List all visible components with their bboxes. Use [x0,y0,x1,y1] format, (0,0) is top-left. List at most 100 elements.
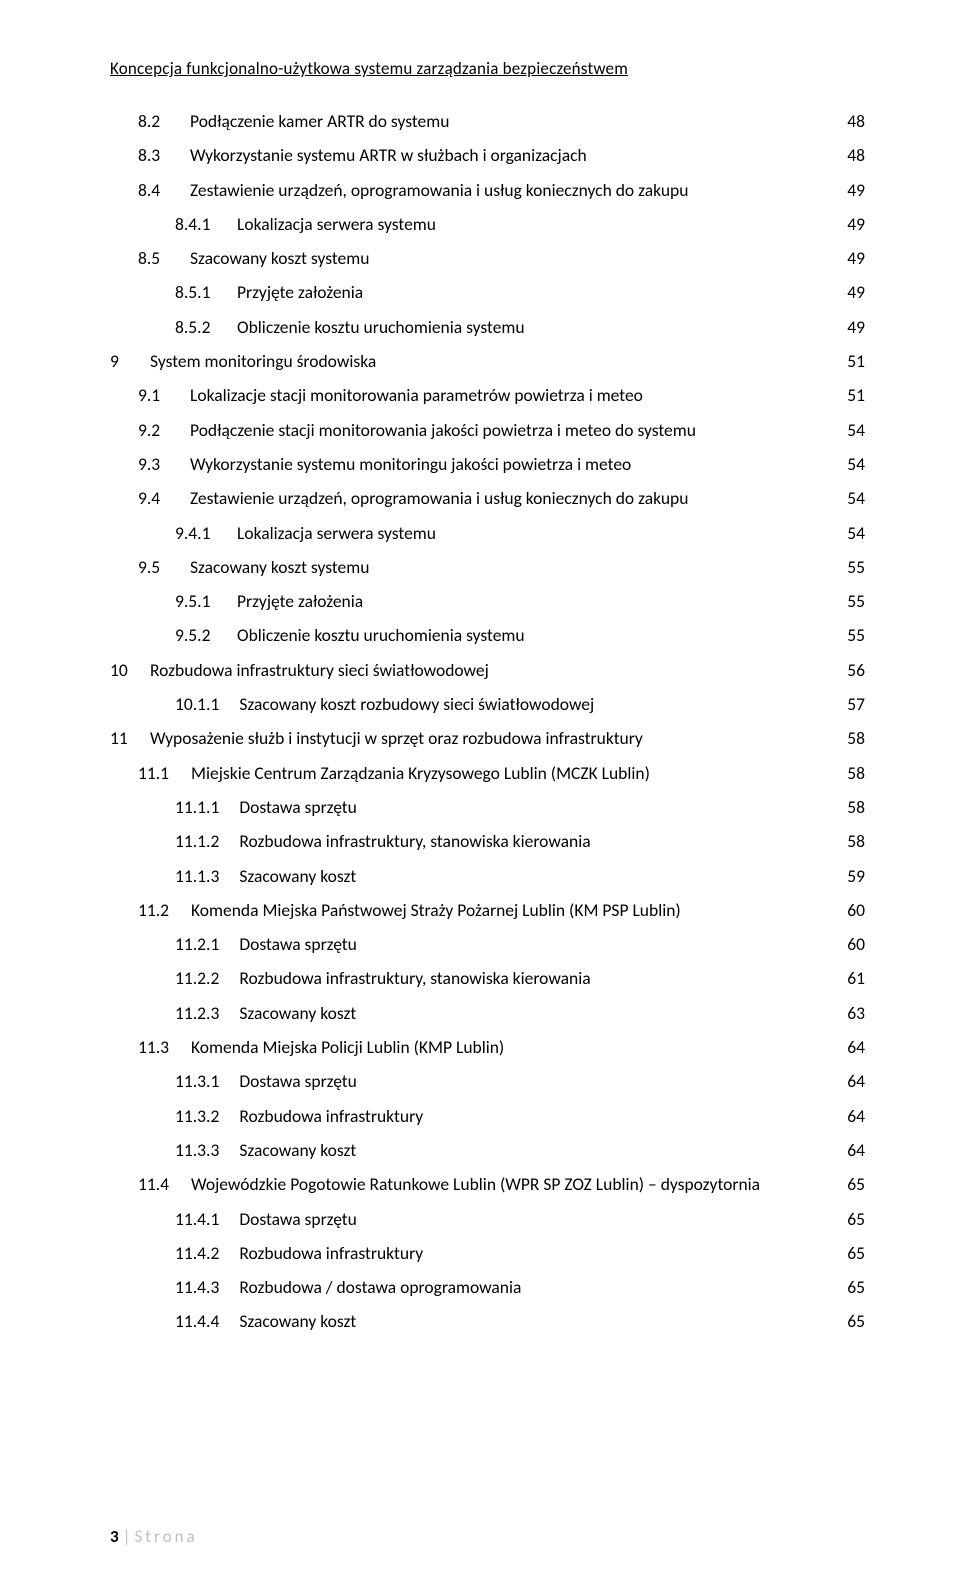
toc-entry-page: 60 [843,902,865,920]
toc-entry-page: 60 [843,936,865,954]
footer-page-label: Strona [134,1526,197,1547]
toc-entry-page: 58 [843,765,865,783]
toc-entry-title: Obliczenie kosztu uruchomienia systemu [237,319,525,337]
toc-entry: 11.2.3Szacowany koszt63 [110,1005,865,1023]
toc-entry-title: Dostawa sprzętu [239,936,357,954]
toc-entry-title: Rozbudowa infrastruktury, stanowiska kie… [239,833,590,851]
toc-entry-number: 11.2.1 [175,936,239,954]
toc-entry-title: Dostawa sprzętu [239,1211,357,1229]
toc-entry-title: Komenda Miejska Policji Lublin (KMP Lubl… [191,1039,504,1057]
toc-entry-title: Rozbudowa infrastruktury [239,1245,423,1263]
toc-entry-title: Lokalizacje stacji monitorowania paramet… [190,387,643,405]
toc-entry-number: 10.1.1 [175,696,239,714]
toc-entry-title: Rozbudowa / dostawa oprogramowania [239,1279,521,1297]
footer-separator: | [119,1526,135,1547]
toc-entry-page: 51 [843,353,865,371]
toc-entry-title: Szacowany koszt rozbudowy sieci światłow… [239,696,594,714]
toc-entry: 8.3Wykorzystanie systemu ARTR w służbach… [110,147,865,165]
toc-entry: 11.1.3Szacowany koszt59 [110,868,865,886]
toc-entry-number: 11.1.3 [175,868,239,886]
toc-entry: 9.5.2Obliczenie kosztu uruchomienia syst… [110,627,865,645]
toc-entry: 8.2Podłączenie kamer ARTR do systemu48 [110,113,865,131]
toc-entry-title: Szacowany koszt [239,1005,356,1023]
toc-entry-title: Zestawienie urządzeń, oprogramowania i u… [190,182,688,200]
toc-entry-title: Rozbudowa infrastruktury, stanowiska kie… [239,970,590,988]
toc-entry-page: 54 [843,422,865,440]
page-header-title: Koncepcja funkcjonalno-użytkowa systemu … [110,58,865,79]
toc-entry-number: 8.3 [138,147,190,165]
toc-entry-number: 9.4.1 [175,525,237,543]
toc-entry-number: 11.4.4 [175,1313,239,1331]
toc-entry-title: Podłączenie stacji monitorowania jakości… [190,422,696,440]
toc-entry-title: Wykorzystanie systemu ARTR w służbach i … [190,147,587,165]
toc-entry-title: Miejskie Centrum Zarządzania Kryzysowego… [191,765,650,783]
toc-entry-page: 61 [843,970,865,988]
toc-entry: 11.1Miejskie Centrum Zarządzania Kryzyso… [110,765,865,783]
toc-entry: 11.4Wojewódzkie Pogotowie Ratunkowe Lubl… [110,1176,865,1194]
toc-entry-page: 57 [843,696,865,714]
toc-entry: 11.1.1Dostawa sprzętu58 [110,799,865,817]
toc-entry-page: 65 [843,1245,865,1263]
toc-entry-page: 58 [843,730,865,748]
toc-entry-title: Komenda Miejska Państwowej Straży Pożarn… [191,902,681,920]
toc-entry-number: 11.3.1 [175,1073,239,1091]
toc-entry-title: Podłączenie kamer ARTR do systemu [190,113,449,131]
toc-entry-number: 9.5.1 [175,593,237,611]
toc-entry-number: 11.3.2 [175,1108,239,1126]
toc-entry: 11.2.2Rozbudowa infrastruktury, stanowis… [110,970,865,988]
toc-entry: 11.4.1Dostawa sprzętu 65 [110,1211,865,1229]
toc-entry: 11.2Komenda Miejska Państwowej Straży Po… [110,902,865,920]
toc-entry-number: 11.3.3 [175,1142,239,1160]
table-of-contents: 8.2Podłączenie kamer ARTR do systemu488.… [110,113,865,1331]
toc-entry-page: 51 [843,387,865,405]
toc-entry-title: Wykorzystanie systemu monitoringu jakośc… [190,456,631,474]
toc-entry: 10.1.1Szacowany koszt rozbudowy sieci św… [110,696,865,714]
toc-entry-number: 11.1 [138,765,191,783]
toc-entry-page: 48 [843,113,865,131]
toc-entry-page: 58 [843,833,865,851]
toc-entry: 8.4Zestawienie urządzeń, oprogramowania … [110,182,865,200]
toc-entry-number: 8.5 [138,250,190,268]
toc-entry-number: 9.2 [138,422,190,440]
toc-entry-page: 55 [843,593,865,611]
page-footer: 3|Strona [110,1526,198,1547]
toc-entry-title: Dostawa sprzętu [239,799,357,817]
toc-entry-page: 65 [843,1313,865,1331]
toc-entry: 9.1Lokalizacje stacji monitorowania para… [110,387,865,405]
toc-entry: 9.5.1Przyjęte założenia55 [110,593,865,611]
toc-entry-number: 11.1.1 [175,799,239,817]
toc-entry-title: Szacowany koszt [239,868,356,886]
toc-entry-title: Wojewódzkie Pogotowie Ratunkowe Lublin (… [191,1176,760,1194]
document-page: Koncepcja funkcjonalno-użytkowa systemu … [0,0,960,1589]
toc-entry-title: Dostawa sprzętu [239,1073,357,1091]
toc-entry-page: 64 [843,1108,865,1126]
toc-entry-number: 9.3 [138,456,190,474]
toc-entry: 8.5Szacowany koszt systemu49 [110,250,865,268]
toc-entry: 11.3.1Dostawa sprzętu64 [110,1073,865,1091]
toc-entry-page: 49 [843,250,865,268]
toc-entry: 11.4.3Rozbudowa / dostawa oprogramowania… [110,1279,865,1297]
toc-entry-page: 65 [843,1211,865,1229]
toc-entry-title: Przyjęte założenia [237,284,363,302]
toc-entry-number: 11.4 [138,1176,191,1194]
toc-entry-page: 48 [843,147,865,165]
toc-entry: 10Rozbudowa infrastruktury sieci światło… [110,662,865,680]
footer-page-number: 3 [110,1526,119,1547]
toc-entry-number: 11.4.2 [175,1245,239,1263]
toc-entry-number: 9.1 [138,387,190,405]
toc-entry-number: 11 [110,730,150,748]
toc-entry-number: 11.4.1 [175,1211,239,1229]
toc-entry-page: 54 [843,490,865,508]
toc-entry-number: 8.4 [138,182,190,200]
toc-entry-title: Szacowany koszt [239,1142,356,1160]
toc-entry: 11.3.2Rozbudowa infrastruktury64 [110,1108,865,1126]
toc-entry: 8.5.1Przyjęte założenia49 [110,284,865,302]
toc-entry-number: 11.2.2 [175,970,239,988]
toc-entry-title: Obliczenie kosztu uruchomienia systemu [237,627,525,645]
toc-entry-page: 64 [843,1142,865,1160]
toc-entry-number: 9.5 [138,559,190,577]
toc-entry-page: 49 [843,216,865,234]
toc-entry-page: 49 [843,319,865,337]
toc-entry-title: Szacowany koszt systemu [190,559,369,577]
toc-entry: 9System monitoringu środowiska51 [110,353,865,371]
